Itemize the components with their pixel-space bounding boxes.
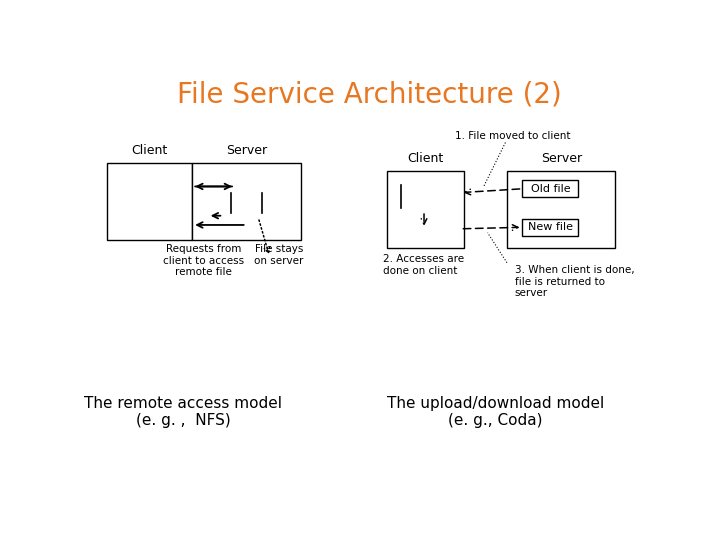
Text: 1. File moved to client: 1. File moved to client	[456, 131, 571, 141]
Text: Client: Client	[132, 144, 168, 157]
Text: File stays
on server: File stays on server	[254, 244, 304, 266]
Bar	[387, 171, 464, 248]
Text: New file: New file	[528, 222, 573, 232]
Text: The upload/download model
(e. g., Coda): The upload/download model (e. g., Coda)	[387, 396, 604, 428]
Text: Requests from
client to access
remote file: Requests from client to access remote fi…	[163, 244, 245, 278]
Text: File Service Architecture (2): File Service Architecture (2)	[176, 80, 562, 108]
Text: 2. Accesses are
done on client: 2. Accesses are done on client	[383, 254, 464, 276]
Text: The remote access model
(e. g. ,  NFS): The remote access model (e. g. , NFS)	[84, 396, 282, 428]
Bar	[523, 180, 578, 197]
Text: Old file: Old file	[531, 184, 570, 194]
Bar	[192, 164, 301, 240]
Bar	[523, 219, 578, 236]
Bar	[507, 171, 616, 248]
Bar	[107, 164, 192, 240]
Text: 3. When client is done,
file is returned to
server: 3. When client is done, file is returned…	[515, 265, 634, 298]
Text: Client: Client	[408, 152, 444, 165]
Text: Server: Server	[541, 152, 582, 165]
Text: Server: Server	[226, 144, 267, 157]
